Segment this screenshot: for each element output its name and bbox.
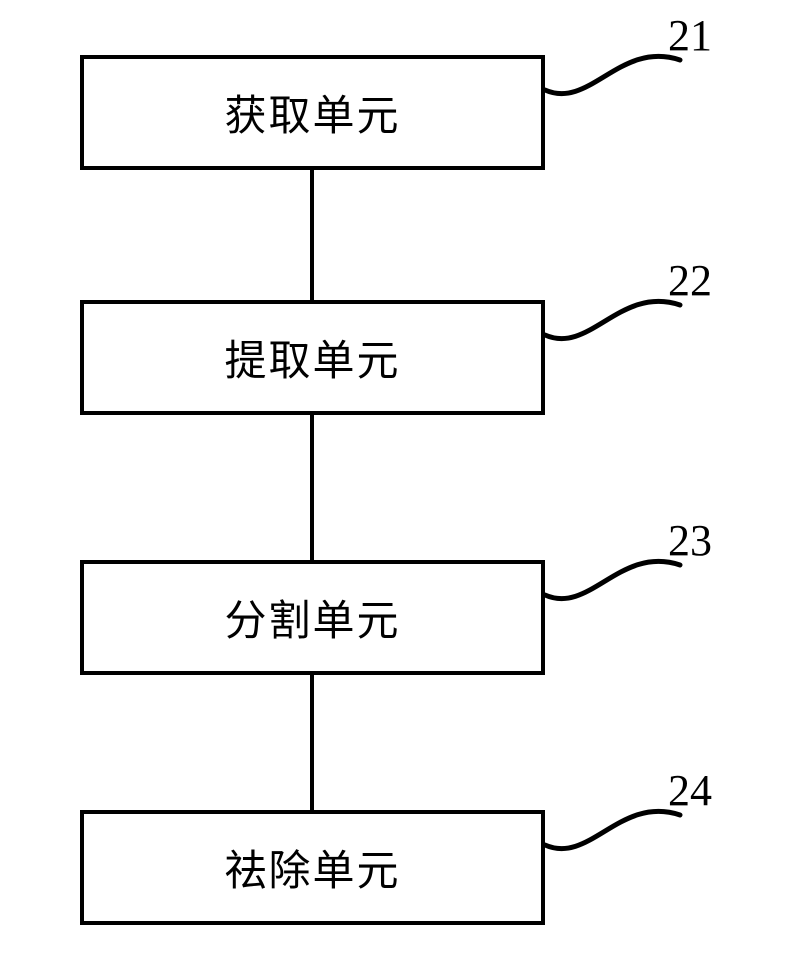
callout-connector-24: [0, 0, 803, 980]
callout-number-24: 24: [668, 765, 712, 816]
diagram-canvas: 获取单元 21 提取单元 22 分割单元 23 祛除单元: [0, 0, 803, 980]
